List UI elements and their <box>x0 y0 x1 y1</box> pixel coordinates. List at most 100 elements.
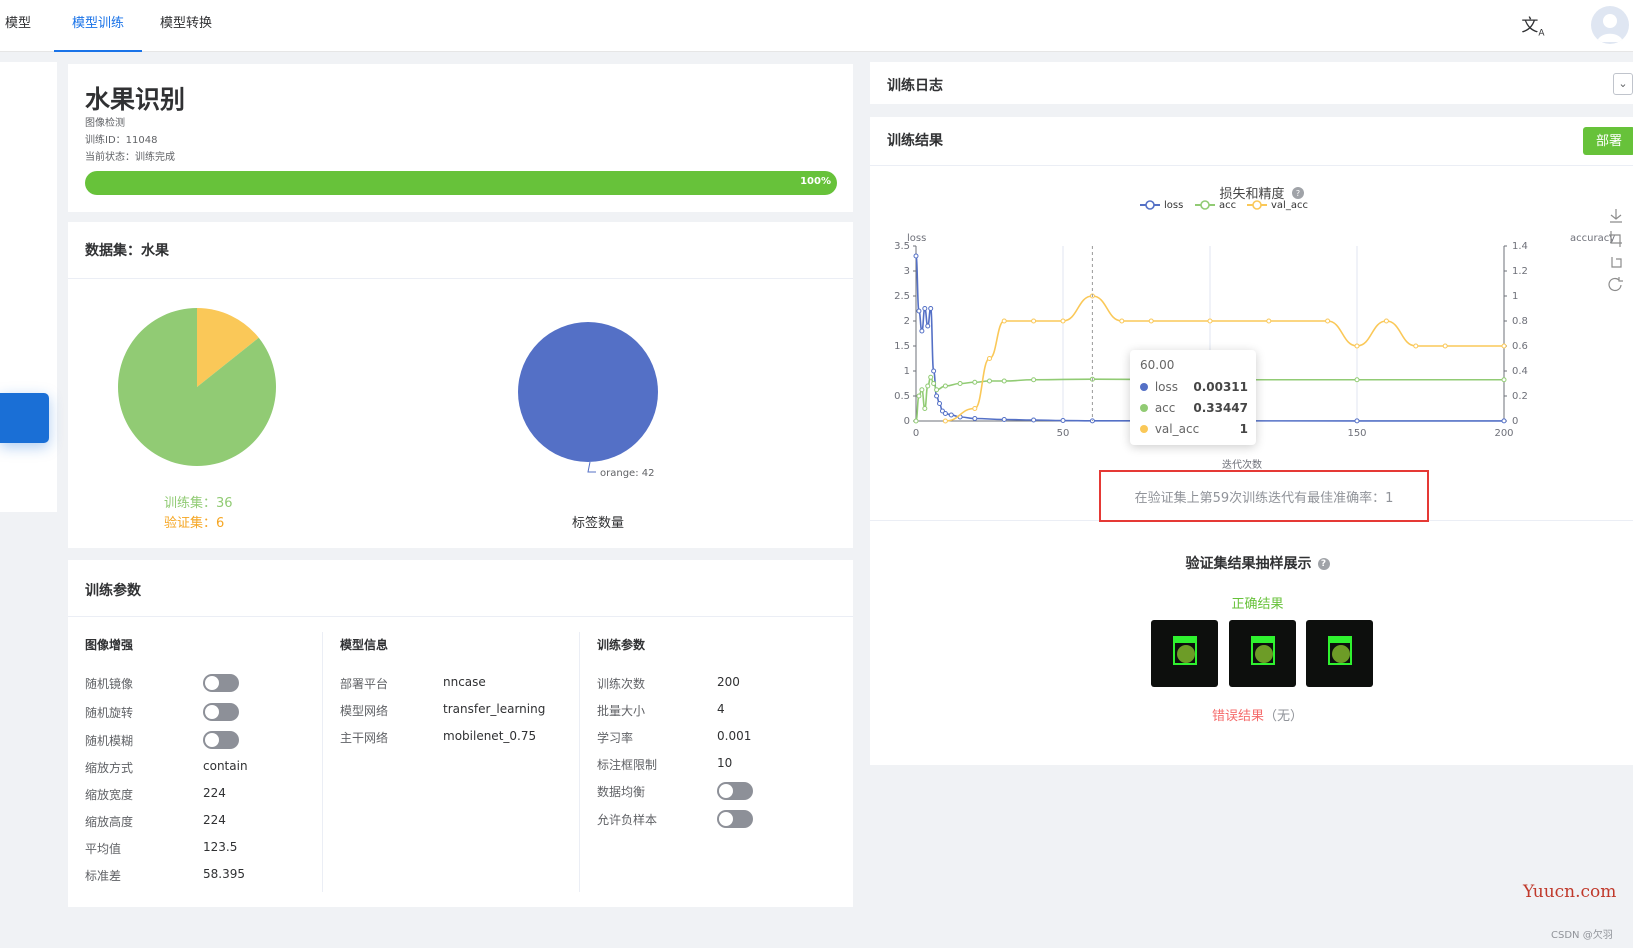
tab-model-library[interactable]: 模型库 <box>4 16 31 79</box>
training-progress-bar: 100% <box>85 171 837 195</box>
series-point-loss <box>1001 417 1007 422</box>
series-point-acc <box>972 379 978 385</box>
param-value: 10 <box>717 756 733 770</box>
divider <box>870 165 1633 166</box>
series-point-acc <box>957 381 963 386</box>
series-point-acc <box>919 387 925 393</box>
series-point-val_acc <box>1325 318 1331 324</box>
series-point-val_acc <box>942 418 948 424</box>
best-accuracy-text: 在验证集上第59次训练迭代有最佳准确率：1 <box>1134 491 1394 506</box>
sample-thumbnail[interactable] <box>1151 620 1218 687</box>
download-icon[interactable] <box>1610 209 1622 223</box>
param-value: 0.001 <box>717 729 752 743</box>
legend-marker-acc <box>1200 200 1210 210</box>
param-value: 200 <box>717 675 740 689</box>
zoom-icon[interactable] <box>1609 231 1622 247</box>
y-left-tick-label: 1.5 <box>894 341 910 352</box>
help-icon[interactable]: ? <box>1317 558 1330 570</box>
legend-label-loss[interactable]: loss <box>1164 200 1183 211</box>
tooltip-series-name: loss <box>1154 380 1179 394</box>
y-left-tick-label: 2.5 <box>894 291 910 302</box>
label-pie-slice-orange <box>518 322 658 462</box>
tooltip-acc-value: 0.33447 <box>1193 401 1248 415</box>
series-point-val_acc <box>1501 343 1507 349</box>
tooltip-row-acc: acc 0.33447 <box>1140 401 1248 415</box>
y-left-tick-label: 3 <box>904 266 910 277</box>
user-avatar-icon[interactable] <box>1591 6 1629 44</box>
sample-thumbnail[interactable] <box>1306 620 1373 687</box>
param-label: 学习率 <box>597 731 634 745</box>
column-divider <box>322 632 323 892</box>
series-point-loss <box>913 253 919 259</box>
y-right-tick-label: 0.2 <box>1512 391 1528 402</box>
random-mirror-toggle[interactable] <box>203 674 239 692</box>
chevron-down-icon[interactable]: ⌄ <box>1613 73 1633 95</box>
y-left-tick-label: 1 <box>904 366 910 377</box>
x-tick-label: 0 <box>913 428 919 439</box>
series-point-loss <box>922 306 928 311</box>
series-point-val_acc <box>972 406 978 411</box>
series-point-loss <box>1501 418 1507 424</box>
series-point-loss <box>942 411 948 416</box>
param-label: 允许负样本 <box>597 813 658 827</box>
y-left-tick-label: 3.5 <box>894 241 910 252</box>
param-label: 缩放方式 <box>85 761 134 775</box>
dataset-card: 数据集：水果 训练集：36 验证集：6 orange: 42 标签数量 <box>68 222 853 548</box>
y-right-tick-label: 0.8 <box>1512 316 1528 327</box>
series-point-loss <box>934 393 940 399</box>
train-status: 当前状态：训练完成 <box>85 152 175 163</box>
val-acc-legend-dot <box>1140 425 1148 433</box>
series-point-val_acc <box>987 356 992 361</box>
divider <box>68 278 853 279</box>
refresh-icon[interactable] <box>1608 277 1623 292</box>
svg-text:?: ? <box>1296 189 1300 198</box>
sidebar-active-button[interactable] <box>0 393 49 443</box>
series-point-val_acc <box>1060 318 1066 324</box>
column-divider <box>579 632 580 892</box>
label-chart-title: 标签数量 <box>571 516 624 531</box>
best-accuracy-highlight: 在验证集上第59次训练迭代有最佳准确率：1 <box>1099 470 1429 522</box>
help-icon[interactable]: ? <box>1292 187 1304 199</box>
train-count-label: 训练集：36 <box>164 496 233 511</box>
split-pie-chart <box>118 308 276 466</box>
random-rotate-toggle[interactable] <box>203 703 239 721</box>
pie-slice-label: orange: 42 <box>600 468 654 479</box>
training-result-title: 训练结果 <box>887 133 943 149</box>
series-point-loss <box>948 412 954 418</box>
series-point-val_acc <box>1001 318 1007 324</box>
series-point-val_acc <box>1354 343 1360 349</box>
y-left-label: loss <box>907 233 926 244</box>
param-label: 缩放宽度 <box>85 788 134 802</box>
pie-slice-val <box>197 308 259 387</box>
sample-thumbnail[interactable] <box>1229 620 1296 687</box>
translate-icon[interactable]: 文A <box>1521 16 1545 39</box>
series-point-acc <box>1031 377 1037 383</box>
tab-model-training[interactable]: 模型训练 <box>54 0 142 52</box>
series-point-loss <box>931 368 937 374</box>
zoom-reset-icon[interactable] <box>1611 257 1622 268</box>
x-axis-label: 迭代次数 <box>1222 458 1262 471</box>
data-balance-toggle[interactable] <box>717 782 753 800</box>
legend-label-val_acc[interactable]: val_acc <box>1271 200 1308 211</box>
legend-label-acc[interactable]: acc <box>1219 200 1236 211</box>
y-right-label: accuracy <box>1570 233 1615 244</box>
param-value: transfer_learning <box>443 702 546 716</box>
param-label: 随机旋转 <box>85 706 134 720</box>
series-point-loss <box>1354 418 1360 424</box>
x-tick-label: 200 <box>1494 428 1513 439</box>
y-right-tick-label: 1.4 <box>1512 241 1528 252</box>
negative-samples-toggle[interactable] <box>717 810 753 828</box>
series-point-acc <box>913 418 919 424</box>
divider <box>68 616 853 617</box>
legend-marker-loss <box>1145 200 1155 210</box>
y-left-tick-label: 0.5 <box>894 391 910 402</box>
param-value: 224 <box>203 813 226 827</box>
tooltip-x: 60.00 <box>1140 358 1175 372</box>
tab-model-conversion[interactable]: 模型转换 <box>159 16 212 31</box>
train-params-title: 训练参数 <box>597 638 646 652</box>
y-right-tick-label: 0 <box>1512 416 1518 427</box>
series-point-val_acc <box>1442 343 1448 349</box>
deploy-button[interactable]: 部署 <box>1583 127 1633 155</box>
series-point-acc <box>1001 378 1007 384</box>
random-blur-toggle[interactable] <box>203 731 239 749</box>
